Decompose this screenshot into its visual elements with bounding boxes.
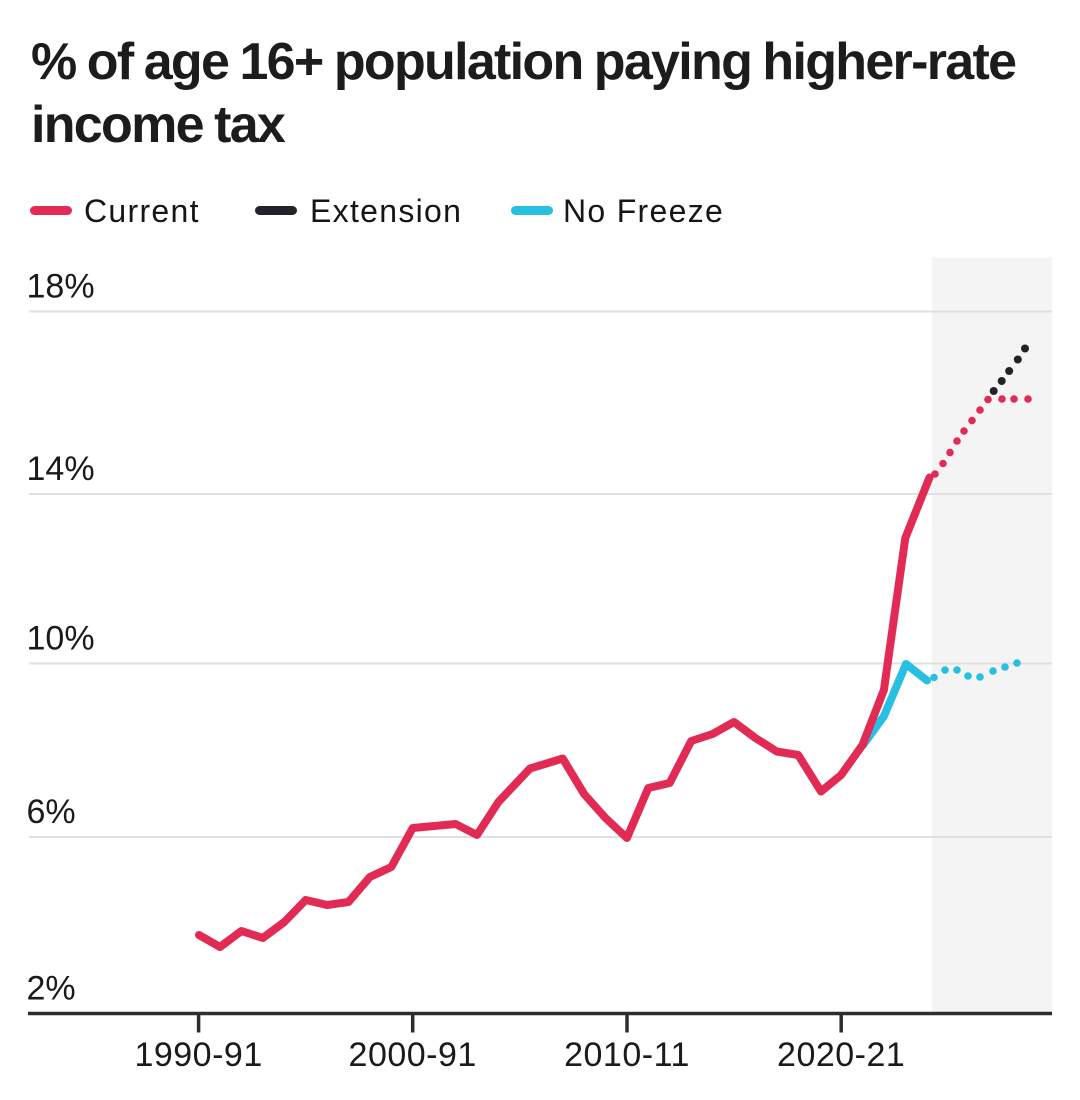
svg-text:2000-91: 2000-91	[349, 1036, 477, 1074]
svg-text:18%: 18%	[27, 268, 95, 306]
svg-text:6%: 6%	[27, 793, 76, 831]
svg-text:2020-21: 2020-21	[777, 1036, 905, 1074]
svg-text:2%: 2%	[27, 969, 76, 1007]
svg-text:2010-11: 2010-11	[564, 1036, 690, 1074]
svg-text:10%: 10%	[27, 620, 95, 658]
svg-text:1990-91: 1990-91	[134, 1036, 262, 1074]
svg-text:14%: 14%	[27, 450, 95, 488]
